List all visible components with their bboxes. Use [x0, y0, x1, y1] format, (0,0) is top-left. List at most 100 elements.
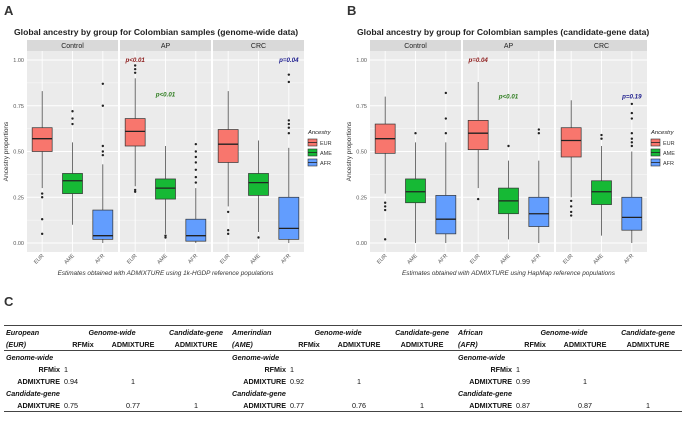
table-cell: 0.87: [514, 399, 557, 412]
row-admixture: ADMIXTURE: [456, 399, 515, 412]
outlier-point: [194, 168, 198, 171]
legend-title: Ancestry: [307, 130, 332, 136]
outlier-point: [444, 91, 448, 95]
outlier-point: [133, 71, 137, 75]
facet-strip: [370, 40, 461, 51]
outlier-point: [164, 234, 167, 237]
outlier-point: [383, 238, 387, 241]
outlier-point: [630, 144, 634, 148]
admixture-col: ADMIXTURE: [388, 338, 457, 351]
facet-strip: [556, 40, 647, 51]
facet-label: AP: [504, 43, 514, 50]
panel-label-a: A: [4, 3, 14, 18]
table-cell: 0.94: [64, 376, 78, 386]
outlier-point: [569, 205, 573, 208]
outlier-point: [383, 208, 387, 212]
y-tick-label: 0.50: [13, 150, 24, 156]
table-cell: 1: [388, 399, 457, 412]
admixture-col: ADMIXTURE: [330, 338, 389, 351]
x-tick-label: AME: [406, 253, 419, 266]
outlier-point: [287, 126, 291, 129]
table-cell: 1: [64, 364, 68, 374]
x-tick-label: AME: [249, 253, 262, 266]
boxplot-figure: Global ancestry by group for Colombian s…: [3, 27, 675, 277]
table-cell: 1: [583, 376, 588, 386]
outlier-point: [71, 122, 74, 126]
outlier-point: [630, 137, 634, 140]
outlier-point: [40, 196, 44, 199]
row-rfmix: RFMix: [490, 364, 513, 374]
table-cell: 0.99: [516, 376, 531, 386]
chart-title: Global ancestry by group for Colombian s…: [14, 27, 298, 37]
outlier-point: [40, 232, 44, 236]
rfmix-col: RFMix: [288, 338, 331, 351]
outlier-point: [226, 232, 230, 236]
outlier-point: [164, 236, 167, 239]
candidate-gene-header: Candidate-gene: [388, 325, 457, 338]
facet-label: Control: [404, 43, 427, 50]
outlier-point: [569, 210, 573, 214]
pop-ame-header: Amerindian: [230, 325, 289, 338]
y-tick-label: 1.00: [356, 58, 367, 64]
outlier-point: [194, 181, 198, 184]
y-tick-label: 0.00: [356, 241, 367, 247]
row-genome-wide: Genome-wide: [6, 352, 54, 362]
admixture-col: ADMIXTURE: [556, 338, 615, 351]
box-ame: [155, 178, 176, 200]
outlier-point: [507, 144, 510, 148]
table-cell: 1: [131, 376, 135, 386]
table-row: RFMix 1 RFMix 1 RFMix 1: [4, 363, 682, 375]
outlier-point: [537, 132, 541, 135]
x-tick-label: AME: [156, 253, 169, 266]
row-candidate-gene: Candidate-gene: [458, 388, 512, 398]
x-tick-label: EUR: [126, 253, 138, 265]
table-cell: 1: [516, 364, 521, 374]
x-tick-label: EUR: [562, 253, 574, 265]
outlier-point: [569, 199, 573, 203]
table-cell: 1: [357, 376, 362, 386]
legend-label: AFR: [320, 161, 331, 167]
table-cell: 0.76: [330, 399, 389, 412]
table-cell: 0.77: [288, 399, 331, 412]
facet-label: AP: [161, 43, 171, 50]
facet-label: Control: [61, 43, 84, 50]
box-eur: [560, 127, 582, 158]
table-cell: 0.92: [290, 376, 305, 386]
y-tick-label: 0.75: [13, 104, 24, 110]
legend-label: EUR: [663, 141, 675, 147]
row-genome-wide: Genome-wide: [232, 352, 280, 362]
outlier-point: [226, 228, 230, 232]
rfmix-col: RFMix: [514, 338, 557, 351]
x-tick-label: AME: [499, 253, 512, 266]
panel-label-c: C: [4, 294, 14, 309]
x-tick-label: AFR: [530, 253, 542, 265]
pop-eur-header: European: [4, 325, 62, 338]
box-afr: [435, 195, 457, 235]
outlier-point: [194, 175, 198, 179]
x-tick-label: AFR: [623, 253, 635, 265]
row-rfmix: RFMix: [264, 364, 287, 374]
outlier-point: [444, 117, 448, 120]
outlier-point: [444, 132, 448, 135]
box-eur: [124, 118, 146, 147]
outlier-point: [133, 64, 137, 67]
y-tick-label: 0.75: [356, 104, 367, 110]
outlier-point: [226, 210, 230, 214]
box-afr: [528, 196, 550, 227]
admixture-col: ADMIXTURE: [104, 338, 163, 351]
legend-label: AFR: [663, 161, 674, 167]
y-tick-label: 0.50: [356, 150, 367, 156]
box-afr: [92, 209, 114, 240]
outlier-point: [101, 104, 105, 107]
outlier-point: [476, 197, 480, 201]
p-value-annotation: p=0.19: [621, 93, 642, 100]
facet-label: CRC: [594, 43, 609, 50]
x-tick-label: EUR: [219, 253, 231, 265]
y-tick-label: 0.00: [13, 241, 24, 247]
y-tick-label: 1.00: [13, 58, 24, 64]
panel-label-b: B: [347, 3, 357, 18]
outlier-point: [287, 119, 291, 122]
facet-label: CRC: [251, 43, 266, 50]
p-value-annotation: p<0.01: [124, 57, 145, 64]
row-admixture: ADMIXTURE: [230, 399, 289, 412]
